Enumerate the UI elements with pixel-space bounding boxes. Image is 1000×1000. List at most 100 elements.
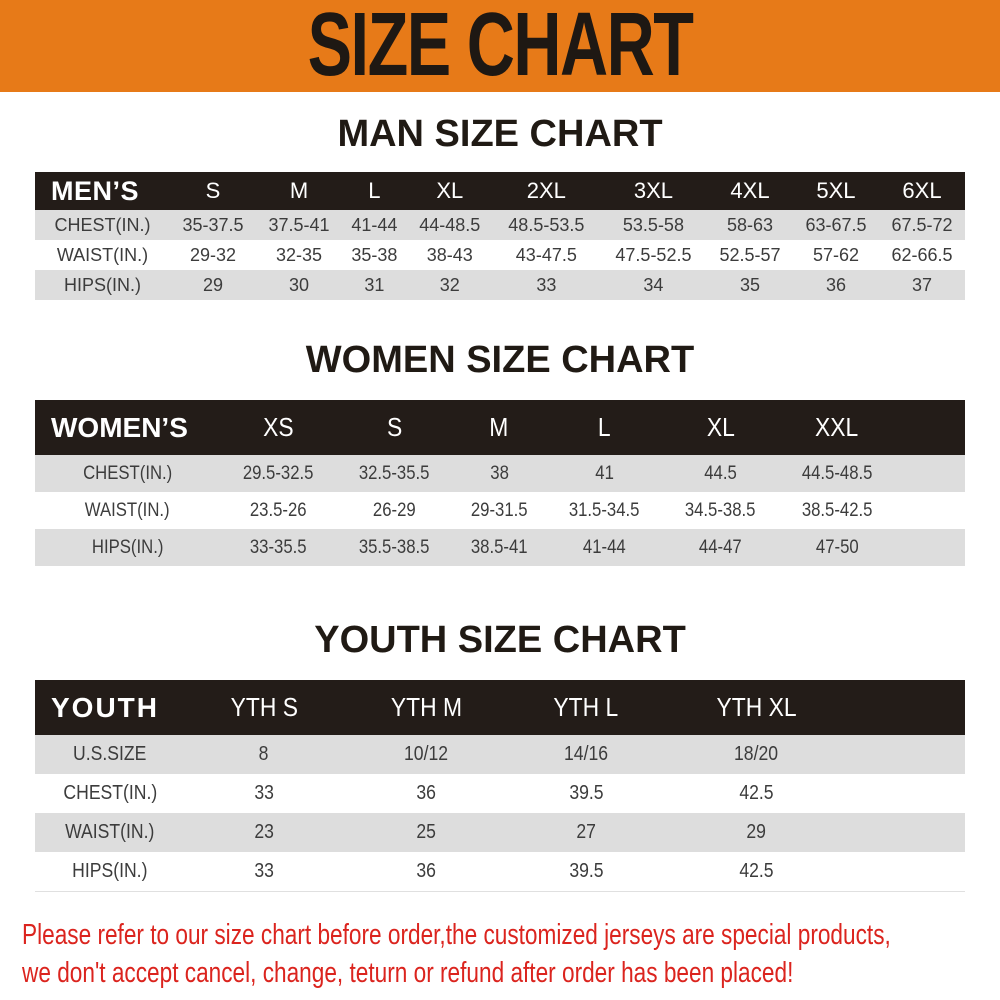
size-value-cell: 35.5-38.5 <box>336 529 452 566</box>
size-value-cell-text: 37 <box>911 274 932 295</box>
column-header-text: XXL <box>815 412 859 442</box>
size-value-cell-text: 31.5-34.5 <box>568 499 640 521</box>
size-value-cell: 42.5 <box>662 852 850 891</box>
size-value-cell: 39.5 <box>510 774 662 813</box>
size-value-cell-text: 29 <box>746 821 766 843</box>
men-size-table: MEN’S S M L XL 2XL 3XL 4XL 5XL 6XL CHEST(IN.) 35-37… <box>35 172 965 300</box>
row-label-cell-text: CHEST(IN.) <box>82 462 173 484</box>
size-value-cell: 23.5-26 <box>220 492 336 529</box>
size-value-cell-text: 29.5-32.5 <box>242 462 314 484</box>
filler-cell <box>850 774 965 813</box>
size-value-cell: 35-38 <box>342 240 407 270</box>
size-value-cell-text: 18/20 <box>734 743 779 765</box>
table-name-cell-text: MEN’S <box>51 175 140 206</box>
size-value-cell-text: 39.5 <box>568 782 604 804</box>
size-value-cell-text: 62-66.5 <box>891 244 953 265</box>
size-value-cell-text: 53.5-58 <box>622 214 684 235</box>
filler-cell <box>895 400 965 455</box>
measurement-row: WAIST(IN.) 23 25 27 29 <box>35 813 965 852</box>
filler-cell <box>895 492 965 529</box>
column-header: S <box>170 172 256 210</box>
column-header-text: S <box>386 412 403 442</box>
size-value-cell: 31 <box>342 270 407 300</box>
size-value-cell-text: 63-67.5 <box>805 214 867 235</box>
size-value-cell-text: 67.5-72 <box>891 214 953 235</box>
column-header: L <box>546 400 662 455</box>
header-row: WOMEN’S XS S M L XL XXL <box>35 400 965 455</box>
size-value-cell-text: 25 <box>416 821 437 843</box>
column-header-text: 3XL <box>633 178 674 203</box>
size-value-cell-text: 29 <box>202 274 223 295</box>
size-value-cell-text: 35-37.5 <box>182 214 244 235</box>
size-value-cell-text: 38.5-42.5 <box>801 499 873 521</box>
filler-cell <box>850 680 965 735</box>
size-value-cell: 32.5-35.5 <box>336 455 452 492</box>
table-name-cell: YOUTH <box>35 680 185 735</box>
header-row: MEN’S S M L XL 2XL 3XL 4XL 5XL 6XL <box>35 172 965 210</box>
row-label-cell-text: HIPS(IN.) <box>63 274 141 295</box>
size-value-cell-text: 41-44 <box>582 536 626 558</box>
youth-size-section: YOUTH SIZE CHART YOUTH YTH S YTH M YTH L YTH… <box>0 618 1000 892</box>
women-section-heading: WOMEN SIZE CHART <box>305 339 695 381</box>
note-line-1: Please refer to our size chart before or… <box>22 918 891 951</box>
size-value-cell: 47.5-52.5 <box>600 240 707 270</box>
column-header-text: L <box>597 412 611 442</box>
size-value-cell-text: 10/12 <box>404 743 449 765</box>
column-header-text: YTH S <box>230 692 298 722</box>
column-header-text: M <box>289 178 309 203</box>
size-value-cell: 18/20 <box>662 735 850 774</box>
women-size-table: WOMEN’S XS S M L XL XXL CHEST(IN.) 29.5-32.5 32.5… <box>35 400 965 566</box>
women-size-section: WOMEN SIZE CHART WOMEN’S XS S M L XL XXL CHEST(… <box>0 338 1000 566</box>
youth-size-table: YOUTH YTH S YTH M YTH L YTH XL U.S.SIZE 8 10/12… <box>35 680 965 892</box>
column-header-text: XL <box>436 178 464 203</box>
measurement-row: CHEST(IN.) 33 36 39.5 42.5 <box>35 774 965 813</box>
size-value-cell: 57-62 <box>793 240 879 270</box>
size-value-cell: 47-50 <box>779 529 895 566</box>
table-name-cell-text: WOMEN’S <box>51 411 188 443</box>
title-banner: SIZE CHART <box>0 0 1000 92</box>
size-value-cell-text: 35-38 <box>351 244 398 265</box>
row-label-cell-text: CHEST(IN.) <box>54 214 151 235</box>
size-value-cell: 33 <box>185 852 343 891</box>
column-header: 5XL <box>793 172 879 210</box>
size-value-cell: 36 <box>343 852 510 891</box>
size-value-cell: 33-35.5 <box>220 529 336 566</box>
column-header: L <box>342 172 407 210</box>
size-value-cell-text: 33 <box>254 782 274 804</box>
size-value-cell-text: 31 <box>364 274 385 295</box>
column-header-text: 6XL <box>902 178 942 203</box>
size-value-cell: 36 <box>793 270 879 300</box>
row-label-cell: HIPS(IN.) <box>35 270 170 300</box>
measurement-row: HIPS(IN.) 33 36 39.5 42.5 <box>35 852 965 891</box>
size-value-cell: 37 <box>879 270 965 300</box>
size-value-cell: 32 <box>407 270 493 300</box>
size-value-cell: 38.5-41 <box>453 529 546 566</box>
size-value-cell: 38 <box>453 455 546 492</box>
column-header-text: 5XL <box>816 178 856 203</box>
row-label-cell-text: WAIST(IN.) <box>65 821 155 843</box>
size-value-cell-text: 57-62 <box>812 244 859 265</box>
column-header: 6XL <box>879 172 965 210</box>
row-label-cell-text: U.S.SIZE <box>73 743 147 765</box>
size-value-cell: 35 <box>707 270 793 300</box>
size-value-cell-text: 44.5 <box>704 462 737 484</box>
size-value-cell-text: 32 <box>439 274 460 295</box>
measurement-row: WAIST(IN.) 29-32 32-35 35-38 38-43 43-47.5 47.… <box>35 240 965 270</box>
table-name-cell: WOMEN’S <box>35 400 220 455</box>
column-header: XL <box>407 172 493 210</box>
size-value-cell-text: 47.5-52.5 <box>615 244 692 265</box>
size-value-cell-text: 33 <box>536 274 557 295</box>
size-value-cell-text: 41 <box>594 462 614 484</box>
column-header: 4XL <box>707 172 793 210</box>
row-label-cell: HIPS(IN.) <box>35 852 185 891</box>
row-label-cell-text: CHEST(IN.) <box>63 782 157 804</box>
column-header: XS <box>220 400 336 455</box>
size-value-cell: 41-44 <box>546 529 662 566</box>
size-value-cell: 43-47.5 <box>493 240 600 270</box>
column-header: M <box>453 400 546 455</box>
column-header: YTH M <box>343 680 510 735</box>
column-header: XL <box>662 400 778 455</box>
size-value-cell: 31.5-34.5 <box>546 492 662 529</box>
size-value-cell: 48.5-53.5 <box>493 210 600 240</box>
size-value-cell: 27 <box>510 813 662 852</box>
